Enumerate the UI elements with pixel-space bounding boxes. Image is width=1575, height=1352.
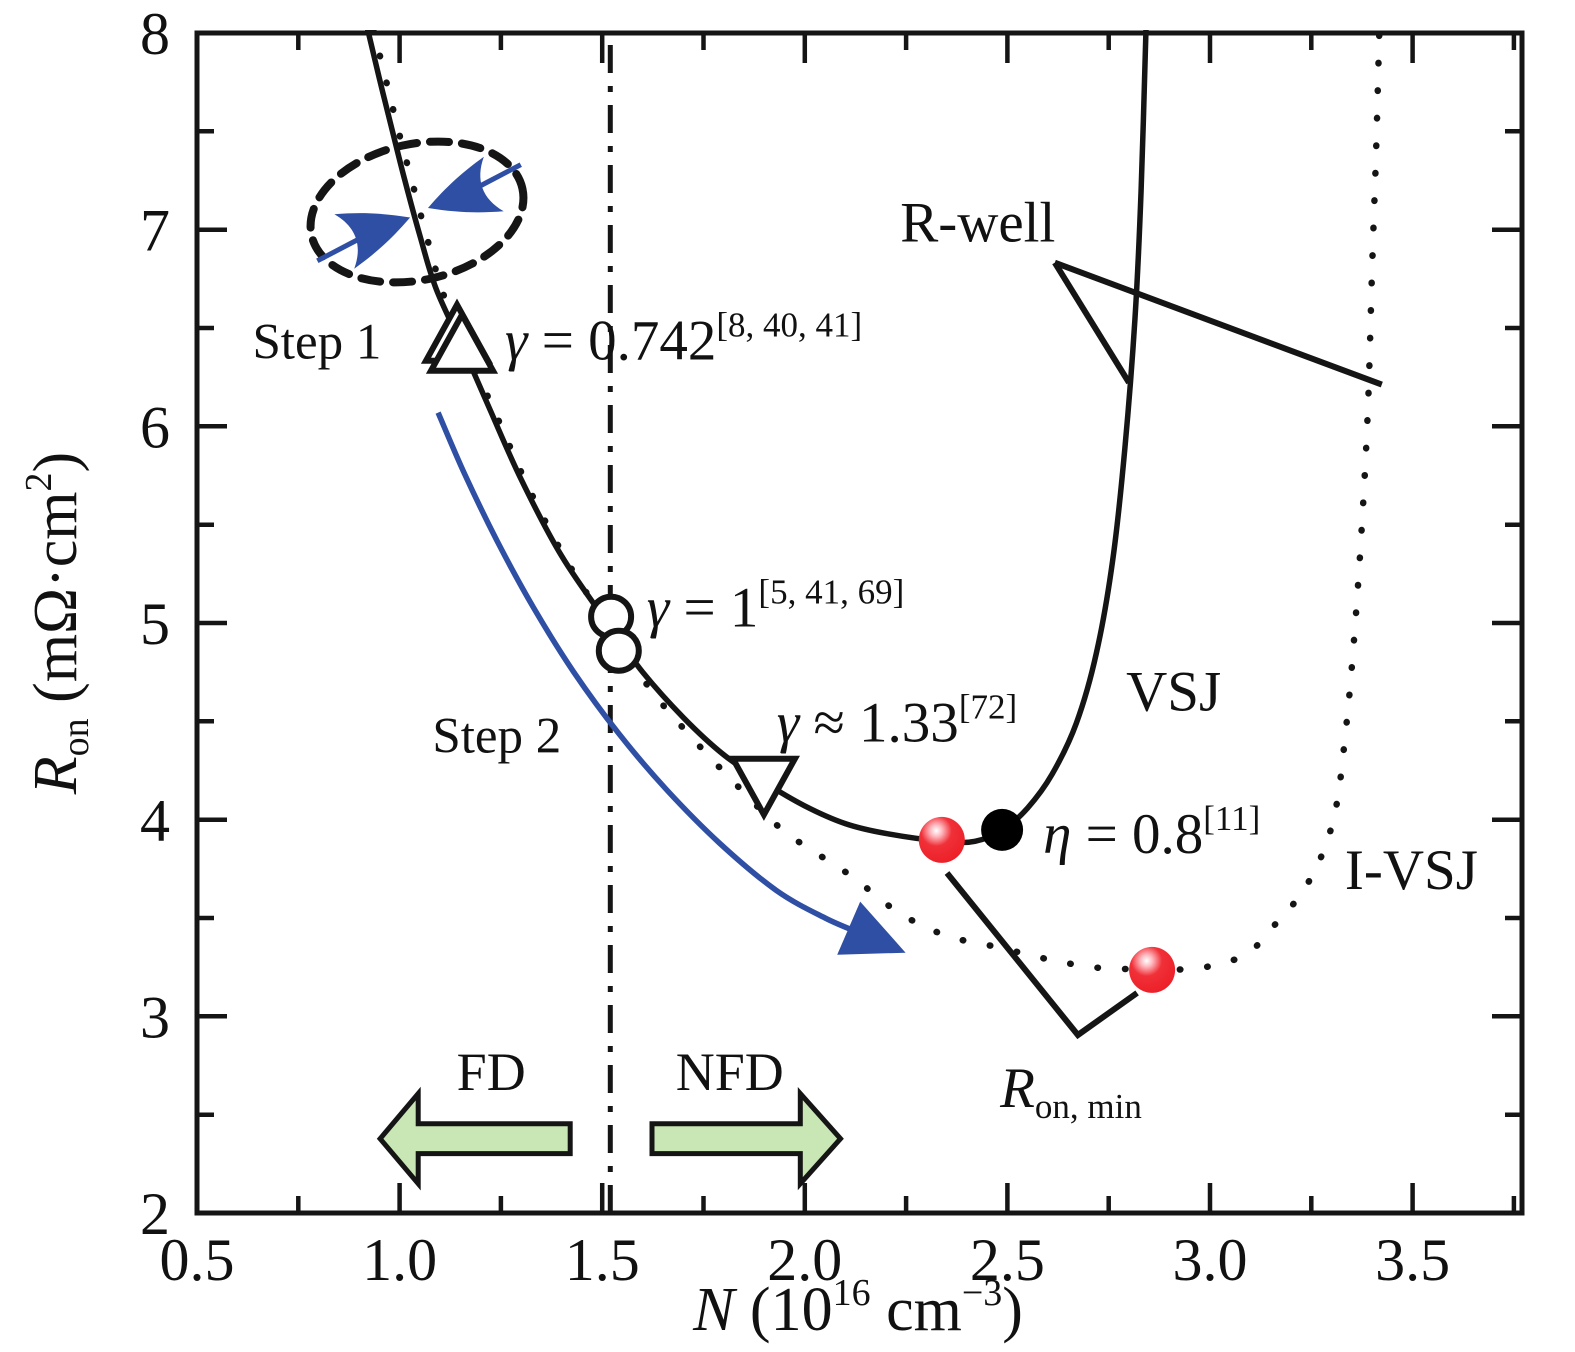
annotation-gamma-1: γ = 1[5, 41, 69]	[647, 573, 904, 640]
ron-min-pointer	[944, 871, 1139, 1040]
plot-frame	[194, 30, 1525, 1216]
step2-arrowhead	[837, 901, 906, 955]
y-tick-label: 8	[140, 1, 170, 67]
vsj-curve	[364, 30, 1149, 846]
black-dot-marker	[981, 808, 1024, 851]
annotation-ron-min: Ron, min	[999, 1057, 1142, 1126]
annotation-gamma-133: γ ≈ 1.33[72]	[777, 687, 1017, 754]
x-tick-label: 0.5	[160, 1227, 235, 1293]
annotation-fd-label: FD	[457, 1042, 526, 1102]
annotation-gamma-0742: γ = 0.742[8, 40, 41]	[505, 306, 862, 373]
annotation-ivsj-label: I-VSJ	[1345, 839, 1478, 902]
y-tick-label: 4	[140, 788, 170, 854]
y-tick-label: 5	[140, 591, 170, 657]
step1-converge-arrow-1	[316, 213, 411, 269]
red-sphere-marker	[918, 816, 965, 863]
annotation-step-2: Step 2	[432, 709, 561, 765]
step1-converge-arrow-2	[428, 156, 522, 213]
x-tick-label: 1.0	[362, 1227, 437, 1293]
x-tick-label: 2.5	[970, 1227, 1045, 1293]
x-tick-label: 3.5	[1375, 1227, 1450, 1293]
y-axis-label: Ron (mΩ·cm2)	[18, 452, 97, 795]
r-well-pointer	[1052, 261, 1132, 385]
r-well-pointer	[1053, 259, 1383, 388]
x-tick-label: 2.0	[767, 1227, 842, 1293]
triangle-up-marker	[425, 308, 499, 374]
annotation-nfd-label: NFD	[676, 1042, 784, 1102]
fd-region-arrow	[376, 1086, 573, 1191]
step1-dashed-ellipse	[306, 137, 528, 287]
red-sphere-marker	[1129, 946, 1176, 993]
curves	[364, 30, 1383, 973]
y-tick-label: 3	[140, 984, 170, 1050]
annotation-step-1: Step 1	[252, 315, 381, 371]
triangle-down-marker	[727, 755, 800, 821]
x-axis-label: N (1016 cm−3)	[692, 1272, 1023, 1344]
y-tick-label: 2	[140, 1181, 170, 1247]
y-tick-label: 7	[140, 198, 170, 264]
y-tick-label: 6	[140, 394, 170, 460]
x-tick-label: 3.0	[1173, 1227, 1248, 1293]
circle-marker	[595, 627, 642, 674]
annotation-r-well: R-well	[900, 192, 1055, 255]
annotation-eta-08: η = 0.8[11]	[1043, 799, 1260, 866]
x-tick-label: 1.5	[565, 1227, 640, 1293]
step-2-curve	[435, 411, 863, 937]
nfd-region-arrow	[649, 1087, 844, 1191]
annotation-vsj-label: VSJ	[1126, 661, 1221, 724]
